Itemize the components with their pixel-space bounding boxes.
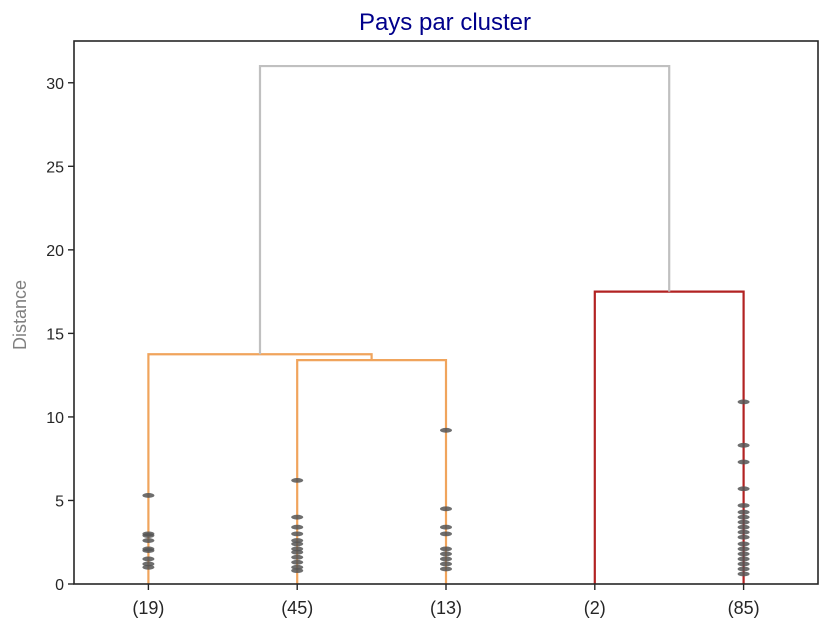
leaf-point-1-3 xyxy=(291,554,304,560)
leaf-point-1-9 xyxy=(291,524,304,530)
leaf-point-1-5 xyxy=(291,546,304,552)
leaf-point-1-8 xyxy=(291,531,304,537)
leaf-point-4-2 xyxy=(737,561,750,567)
x-tick-label: (45) xyxy=(281,598,313,618)
dendrogram-link-1 xyxy=(147,353,373,584)
leaf-point-2-2 xyxy=(440,556,452,562)
x-tick-label: (85) xyxy=(728,598,760,618)
leaf-point-1-1 xyxy=(291,564,304,570)
y-tick-label: 25 xyxy=(46,159,64,176)
y-tick-label: 0 xyxy=(55,577,64,594)
x-tick-label: (2) xyxy=(584,598,606,618)
leaf-point-0-1 xyxy=(142,561,155,567)
leaf-point-0-5 xyxy=(142,538,155,543)
leaf-point-0-8 xyxy=(142,493,155,498)
leaf-point-4-9 xyxy=(737,524,750,530)
leaf-point-2-8 xyxy=(440,427,452,433)
leaf-point-4-7 xyxy=(737,534,750,540)
leaf-point-4-14 xyxy=(737,486,750,492)
y-tick-label: 5 xyxy=(55,493,64,510)
leaf-point-4-5 xyxy=(737,546,750,552)
plot-area: 0 5 10 15 20 25 30 (19) (45) (13) (2) (85) xyxy=(46,40,819,618)
leaf-point-4-15 xyxy=(737,459,750,465)
y-tick-label: 10 xyxy=(46,410,64,427)
leaf-point-4-12 xyxy=(737,509,750,515)
leaf-point-1-0 xyxy=(291,568,304,574)
leaf-point-4-17 xyxy=(737,399,750,405)
leaf-point-4-11 xyxy=(737,514,750,520)
leaf-point-4-8 xyxy=(737,529,750,535)
x-tick-label: (19) xyxy=(132,598,164,618)
y-axis-label: Distance xyxy=(10,280,30,350)
leaf-point-2-0 xyxy=(440,566,452,572)
leaf-point-1-7 xyxy=(291,538,304,543)
leaf-point-4-13 xyxy=(737,503,750,508)
y-tick-label: 15 xyxy=(46,326,64,343)
leaf-point-0-4 xyxy=(142,546,155,552)
leaf-point-4-1 xyxy=(737,566,750,572)
leaf-point-1-2 xyxy=(291,559,304,565)
y-tick-label: 20 xyxy=(46,243,64,260)
leaf-point-4-3 xyxy=(737,556,750,562)
dendrogram-link-3 xyxy=(258,64,671,355)
leaf-point-0-2 xyxy=(142,556,155,562)
leaf-point-2-5 xyxy=(440,531,452,537)
leaf-point-1-6 xyxy=(291,541,304,547)
leaf-point-4-10 xyxy=(737,519,750,525)
leaf-point-4-4 xyxy=(737,551,750,557)
leaf-point-1-11 xyxy=(291,478,304,483)
leaf-point-1-4 xyxy=(291,549,304,555)
leaf-point-2-4 xyxy=(440,546,452,552)
dendrogram-link-2 xyxy=(593,290,745,584)
y-tick-label: 30 xyxy=(46,76,64,93)
chart-title: Pays par cluster xyxy=(359,9,531,36)
leaf-point-0-7 xyxy=(142,531,155,537)
leaf-point-2-6 xyxy=(440,524,452,530)
leaf-point-2-1 xyxy=(440,561,452,567)
leaf-point-4-0 xyxy=(737,571,750,577)
leaf-point-1-10 xyxy=(291,514,304,520)
leaf-point-2-3 xyxy=(440,551,452,557)
x-tick-label: (13) xyxy=(430,598,462,618)
leaf-point-2-7 xyxy=(440,506,452,512)
leaf-point-4-16 xyxy=(737,442,750,448)
leaf-point-0-0 xyxy=(142,564,155,570)
dendrogram-link-0 xyxy=(296,359,448,584)
leaf-point-4-6 xyxy=(737,541,750,547)
